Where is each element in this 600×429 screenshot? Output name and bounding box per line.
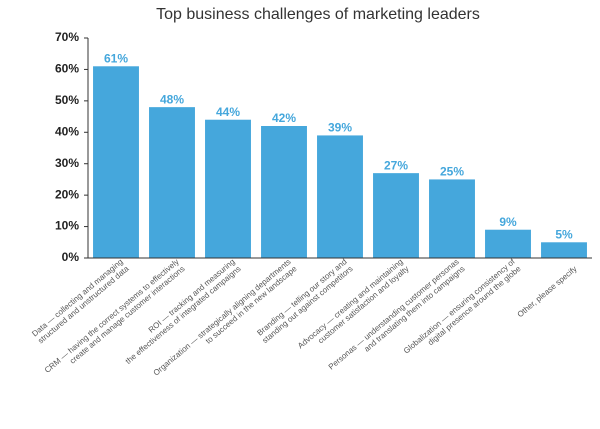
x-tick-label: Other, please specify	[516, 264, 579, 319]
y-tick-label: 50%	[55, 93, 79, 107]
y-tick-label: 10%	[55, 219, 79, 233]
bar	[317, 135, 363, 258]
bar	[93, 66, 139, 259]
bar	[541, 242, 587, 258]
bar	[485, 229, 531, 258]
value-label: 9%	[499, 215, 517, 229]
y-tick-label: 60%	[55, 62, 79, 76]
y-tick-label: 20%	[55, 187, 79, 201]
x-tick-label: Data — collecting and managingstructured…	[30, 257, 131, 346]
bar	[205, 119, 251, 258]
value-label: 5%	[555, 227, 573, 241]
value-label: 42%	[272, 111, 296, 125]
bar	[149, 107, 195, 259]
value-label: 25%	[440, 165, 464, 179]
y-tick-label: 30%	[55, 156, 79, 170]
x-tick-group: Data — collecting and managingstructured…	[30, 257, 131, 346]
value-label: 44%	[216, 105, 240, 119]
chart-title: Top business challenges of marketing lea…	[156, 6, 480, 23]
x-tick-group: Other, please specify	[516, 264, 579, 319]
bar	[429, 179, 475, 258]
value-label: 39%	[328, 121, 352, 135]
value-label: 27%	[384, 158, 408, 172]
value-label: 61%	[104, 51, 128, 65]
bar	[261, 126, 307, 258]
y-tick-label: 40%	[55, 124, 79, 138]
y-tick-label: 0%	[62, 250, 80, 264]
bar	[373, 173, 419, 258]
y-tick-label: 70%	[55, 30, 79, 44]
value-label: 48%	[160, 92, 184, 106]
